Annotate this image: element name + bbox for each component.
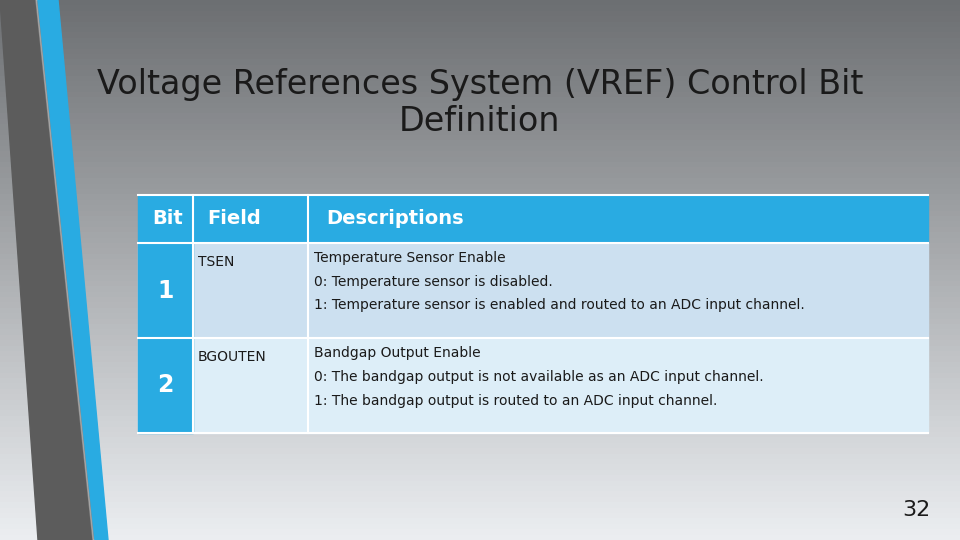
Bar bbox=[138, 338, 193, 433]
Text: 1: 1 bbox=[157, 279, 174, 302]
Text: Field: Field bbox=[206, 210, 260, 228]
Bar bbox=[138, 338, 928, 433]
Text: 1: Temperature sensor is enabled and routed to an ADC input channel.: 1: Temperature sensor is enabled and rou… bbox=[314, 299, 804, 313]
Bar bbox=[138, 195, 928, 243]
Polygon shape bbox=[38, 0, 108, 540]
Bar bbox=[138, 243, 928, 338]
Text: 2: 2 bbox=[157, 374, 174, 397]
Text: 0: Temperature sensor is disabled.: 0: Temperature sensor is disabled. bbox=[314, 275, 553, 289]
Polygon shape bbox=[0, 0, 95, 540]
Bar bbox=[138, 243, 193, 338]
Text: Descriptions: Descriptions bbox=[326, 210, 465, 228]
Text: 0: The bandgap output is not available as an ADC input channel.: 0: The bandgap output is not available a… bbox=[314, 370, 763, 384]
Text: 32: 32 bbox=[901, 500, 930, 520]
Text: Bit: Bit bbox=[152, 210, 182, 228]
Text: Voltage References System (VREF) Control Bit: Voltage References System (VREF) Control… bbox=[97, 68, 863, 101]
Text: BGOUTEN: BGOUTEN bbox=[198, 350, 267, 364]
Text: TSEN: TSEN bbox=[198, 255, 234, 269]
Text: Temperature Sensor Enable: Temperature Sensor Enable bbox=[314, 251, 506, 265]
Text: Definition: Definition bbox=[399, 105, 561, 138]
Polygon shape bbox=[36, 0, 97, 540]
Text: 1: The bandgap output is routed to an ADC input channel.: 1: The bandgap output is routed to an AD… bbox=[314, 394, 717, 408]
Text: Bandgap Output Enable: Bandgap Output Enable bbox=[314, 346, 481, 360]
